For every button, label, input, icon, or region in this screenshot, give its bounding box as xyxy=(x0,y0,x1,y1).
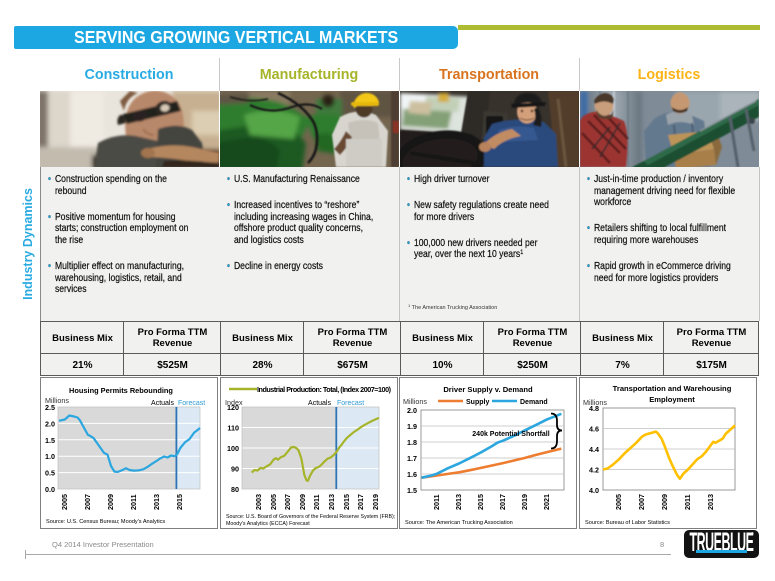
svg-text:2011: 2011 xyxy=(129,494,138,510)
svg-text:1.8: 1.8 xyxy=(407,438,417,447)
svg-text:1.9: 1.9 xyxy=(407,422,417,431)
svg-text:4.0: 4.0 xyxy=(589,486,599,495)
svg-text:1.5: 1.5 xyxy=(45,436,55,445)
svg-text:Source: U.S. Census Bureau; M: Source: U.S. Census Bureau; Moody's Anal… xyxy=(46,519,165,525)
svg-text:2013: 2013 xyxy=(152,494,161,510)
svg-text:0.5: 0.5 xyxy=(45,469,55,478)
svg-text:120: 120 xyxy=(227,403,239,412)
svg-text:Employment: Employment xyxy=(649,395,695,404)
svg-text:Driver Supply v. Demand: Driver Supply v. Demand xyxy=(443,385,533,394)
svg-text:4.8: 4.8 xyxy=(589,404,599,413)
svg-text:2015: 2015 xyxy=(476,494,485,510)
svg-text:4.6: 4.6 xyxy=(589,425,599,434)
svg-text:Millions: Millions xyxy=(403,397,427,406)
svg-text:2009: 2009 xyxy=(298,494,307,510)
svg-text:2015: 2015 xyxy=(175,494,184,510)
svg-text:1.7: 1.7 xyxy=(407,454,417,463)
svg-text:Source: U.S. Board of Governo: Source: U.S. Board of Governors of the F… xyxy=(226,514,395,520)
svg-text:Demand: Demand xyxy=(520,399,548,406)
svg-text:2005: 2005 xyxy=(60,494,69,510)
svg-text:90: 90 xyxy=(231,465,239,474)
svg-text:2007: 2007 xyxy=(637,494,646,510)
svg-text:0.0: 0.0 xyxy=(45,485,55,494)
svg-text:4.4: 4.4 xyxy=(589,445,599,454)
svg-text:Forecast: Forecast xyxy=(178,400,205,407)
svg-text:2005: 2005 xyxy=(269,494,278,510)
svg-text:110: 110 xyxy=(227,424,239,433)
svg-text:Housing Permits Rebounding: Housing Permits Rebounding xyxy=(69,386,173,395)
svg-text:2.5: 2.5 xyxy=(45,403,55,412)
svg-text:2013: 2013 xyxy=(706,494,715,510)
svg-text:2011: 2011 xyxy=(432,494,441,510)
svg-text:2007: 2007 xyxy=(283,494,292,510)
svg-text:Supply: Supply xyxy=(466,399,489,406)
svg-text:Industrial Production: Total,: Industrial Production: Total, (Index 200… xyxy=(257,385,392,394)
svg-text:2015: 2015 xyxy=(342,494,351,510)
svg-text:Millions: Millions xyxy=(583,398,607,407)
svg-text:Forecast: Forecast xyxy=(337,400,364,407)
svg-text:2009: 2009 xyxy=(660,494,669,510)
svg-text:80: 80 xyxy=(231,485,239,494)
svg-text:1.6: 1.6 xyxy=(407,470,417,479)
svg-text:Millions: Millions xyxy=(45,396,69,405)
svg-text:Source: The American Trucking: Source: The American Trucking Associatio… xyxy=(405,520,513,526)
svg-text:2013: 2013 xyxy=(454,494,463,510)
svg-text:2017: 2017 xyxy=(498,494,507,510)
svg-text:2005: 2005 xyxy=(614,494,623,510)
svg-text:2007: 2007 xyxy=(83,494,92,510)
svg-text:Moody's Analytics (ECCA) Forec: Moody's Analytics (ECCA) Forecast xyxy=(226,521,310,527)
svg-text:2.0: 2.0 xyxy=(45,419,55,428)
svg-text:2013: 2013 xyxy=(327,494,336,510)
svg-text:2011: 2011 xyxy=(312,494,321,510)
svg-text:2011: 2011 xyxy=(683,494,692,510)
svg-text:2021: 2021 xyxy=(542,494,551,510)
svg-text:100: 100 xyxy=(227,444,239,453)
svg-text:Transportation and Warehousing: Transportation and Warehousing xyxy=(612,384,731,393)
svg-text:Index: Index xyxy=(225,398,243,407)
svg-text:Source: Bureau of Labor Stati: Source: Bureau of Labor Statistics xyxy=(585,520,670,526)
svg-text:4.2: 4.2 xyxy=(589,466,599,475)
svg-text:Actuals: Actuals xyxy=(151,400,174,407)
svg-text:2019: 2019 xyxy=(371,494,380,510)
svg-text:Actuals: Actuals xyxy=(308,400,331,407)
svg-text:240k Potential Shortfall: 240k Potential Shortfall xyxy=(472,431,549,438)
svg-text:2019: 2019 xyxy=(520,494,529,510)
svg-text:2003: 2003 xyxy=(254,494,263,510)
svg-text:1.0: 1.0 xyxy=(45,452,55,461)
svg-text:2017: 2017 xyxy=(356,494,365,510)
svg-text:2.0: 2.0 xyxy=(407,406,417,415)
svg-text:2009: 2009 xyxy=(106,494,115,510)
svg-text:1.5: 1.5 xyxy=(407,486,417,495)
